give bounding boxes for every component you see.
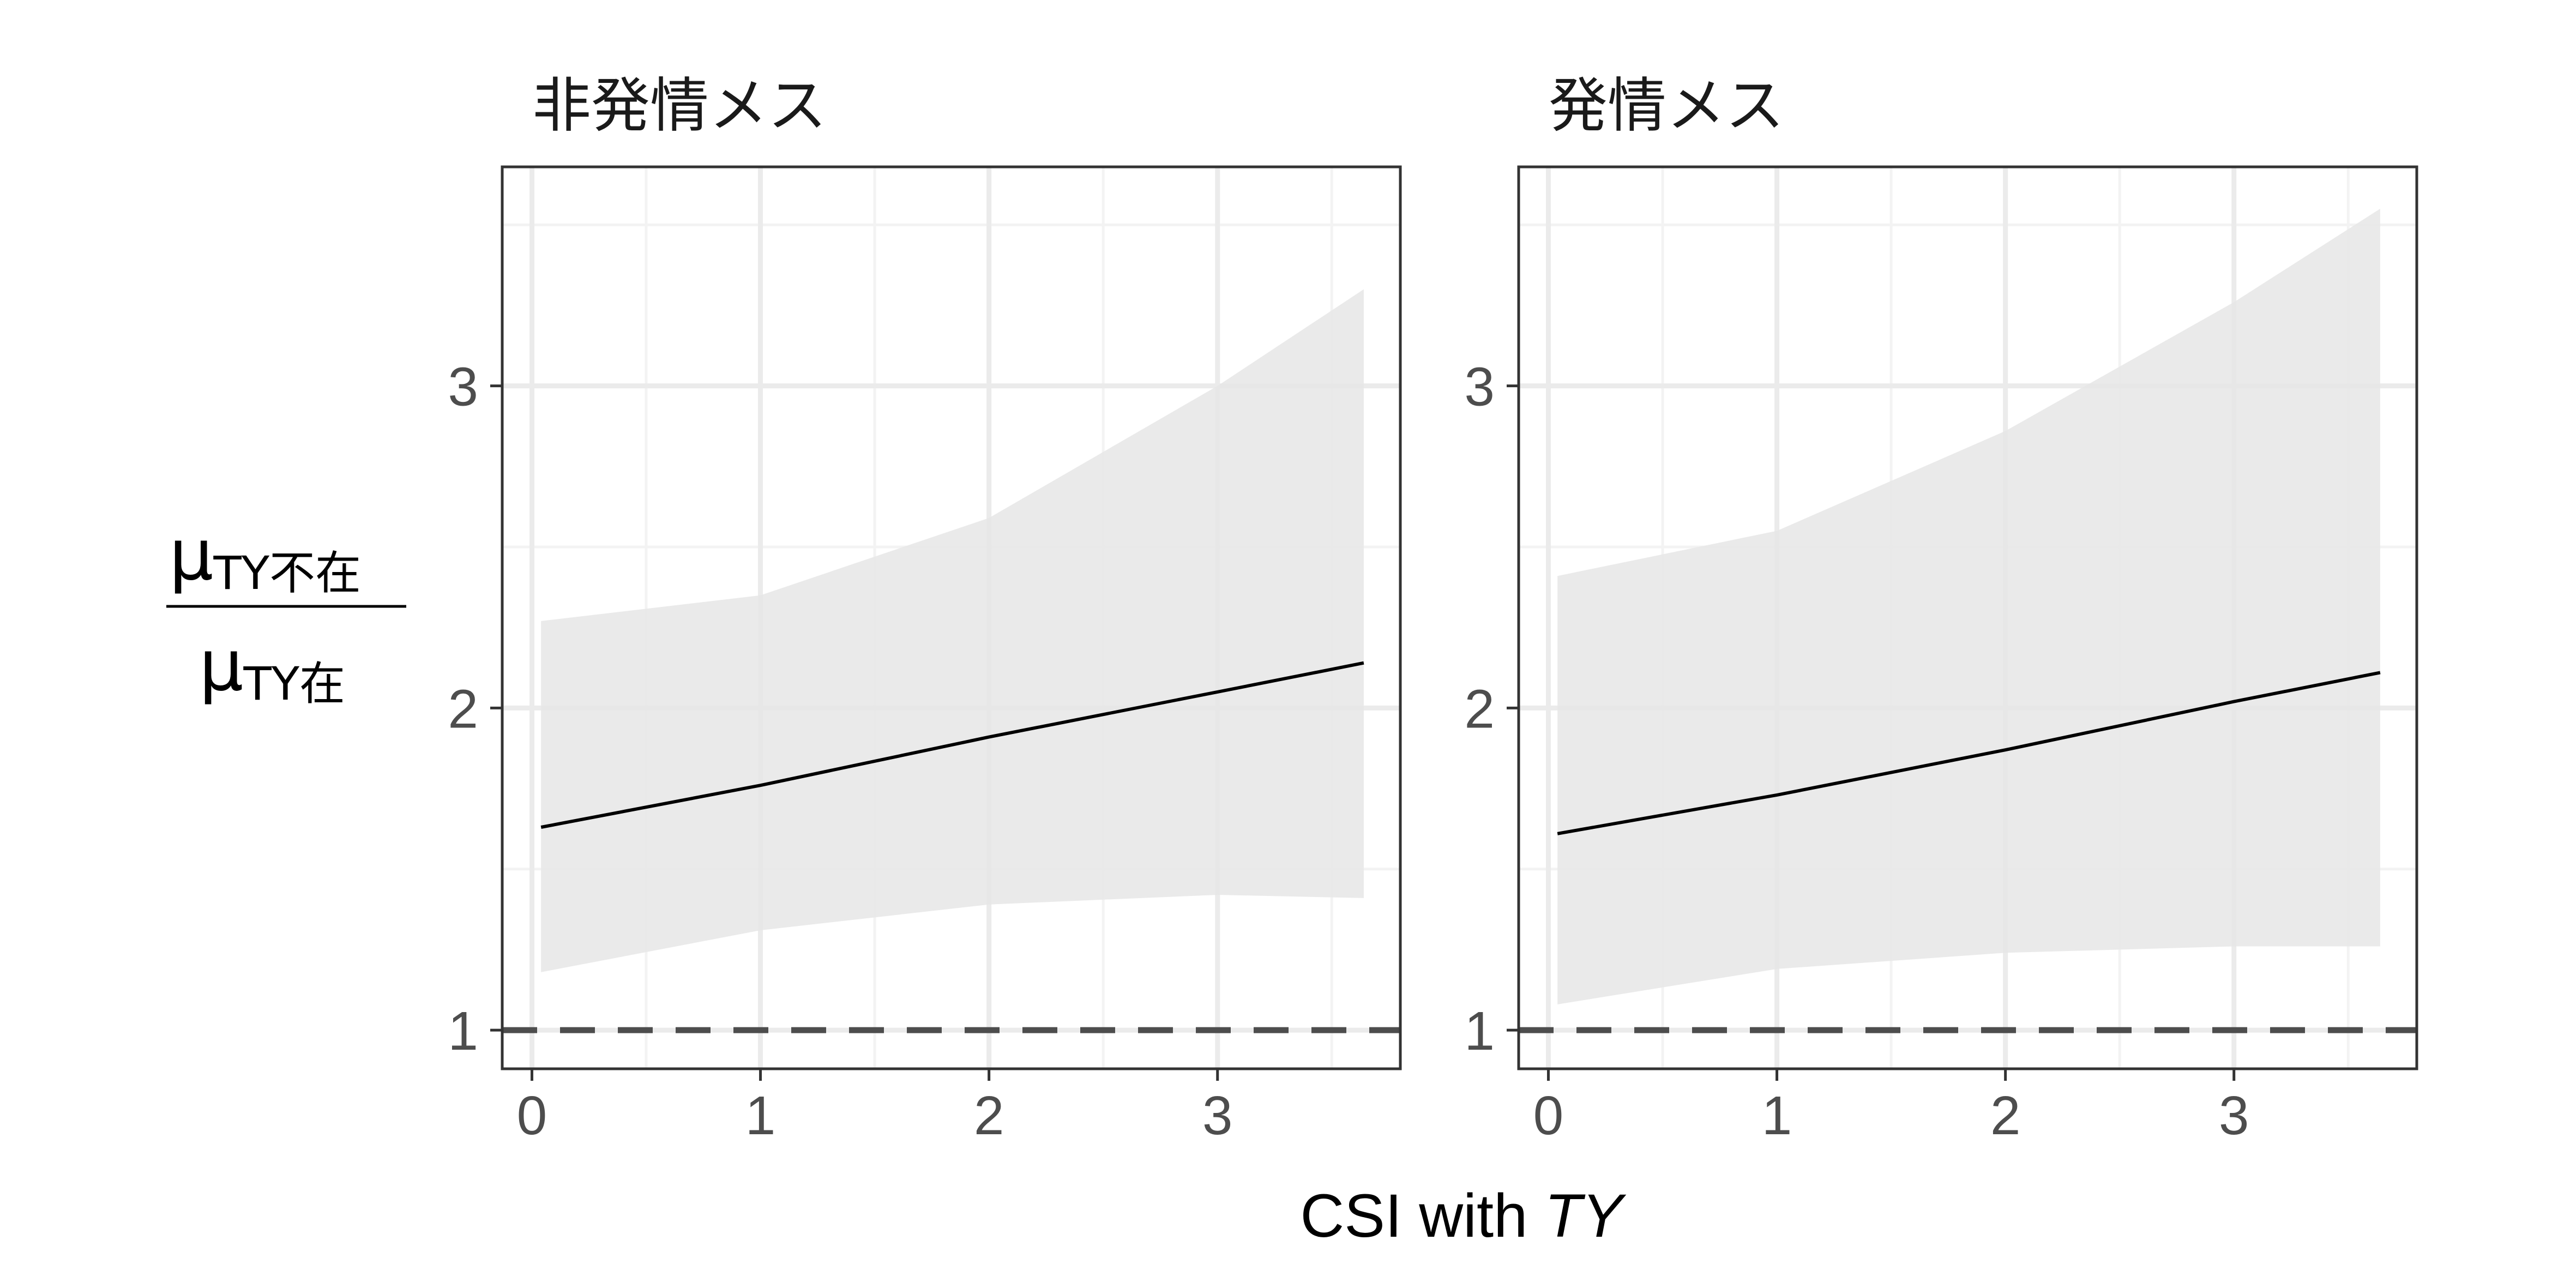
y-tick-label: 1 [448,1001,478,1062]
x-tick-label: 2 [1990,1085,2021,1146]
panel-label: 発情メス [1549,72,1784,140]
y-tick-label: 2 [1464,678,1495,739]
y-axis-denominator-sub: TY在 [243,657,345,711]
x-tick-label: 3 [1202,1085,1233,1146]
x-tick-label: 2 [974,1085,1004,1146]
fitted-line [540,661,1364,829]
x-tick-label: 1 [1762,1085,1792,1146]
panel-border [501,165,1402,1070]
y-axis-numerator-symbol: μ [169,515,213,596]
y-tick-label: 1 [1464,1001,1495,1062]
y-tick-label: 3 [448,357,478,418]
confidence-ribbon [1557,208,2380,1004]
x-axis-title-italic: TY [1544,1182,1626,1250]
x-axis-title: CSI with TY [1300,1182,1627,1250]
y-axis-denominator: μTY在 [199,625,345,711]
y-axis-numerator: μTY不在 [169,515,361,600]
y-axis-denominator-symbol: μ [199,625,243,707]
x-axis-title-main: CSI with [1300,1182,1544,1250]
panel-border [1517,165,2418,1070]
y-tick-label: 3 [1464,357,1495,418]
y-axis-title: μTY不在 μTY在 [166,515,406,711]
y-axis-numerator-sub: TY不在 [213,546,361,600]
x-tick-label: 0 [1533,1085,1564,1146]
x-tick-label: 3 [2219,1085,2249,1146]
fitted-line [1557,671,2381,835]
confidence-ribbon [541,289,1364,972]
y-tick-label: 2 [448,678,478,739]
x-tick-label: 1 [745,1085,776,1146]
x-tick-label: 0 [517,1085,547,1146]
panel-label: 非発情メス [532,72,827,140]
